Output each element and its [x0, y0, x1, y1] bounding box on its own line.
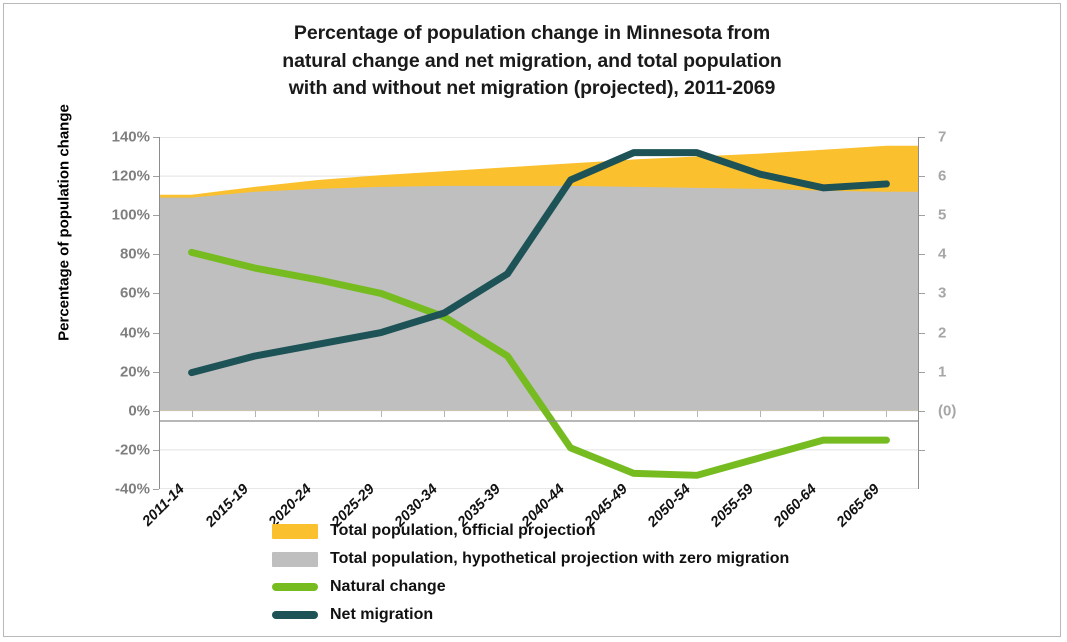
x-axis-tick-mark — [317, 410, 319, 417]
x-axis-tick-mark — [444, 410, 446, 417]
y-axis-tick-mark-right — [919, 137, 925, 138]
y-axis-tick-label-right: 7 — [938, 128, 947, 146]
y-axis-tick-mark-left — [153, 176, 159, 178]
y-axis-tick-label-right: 6 — [938, 167, 947, 185]
x-axis-tick-mark — [191, 410, 193, 417]
y-axis-tick-mark-right — [919, 449, 925, 451]
y-axis-right-spine — [918, 137, 919, 489]
chart-title-line-1: Percentage of population change in Minne… — [293, 22, 771, 44]
y-axis-tick-mark-right — [919, 176, 925, 178]
area-zero-migration — [160, 185, 918, 411]
y-axis-tick-label-right: 5 — [938, 206, 947, 224]
y-axis-tick-mark-left — [153, 449, 159, 451]
x-axis-tick-mark — [696, 410, 698, 417]
y-axis-tick-label-left: 60% — [119, 284, 150, 302]
y-axis-tick-mark-right — [919, 371, 925, 373]
legend-item-label: Total population, hypothetical projectio… — [330, 550, 790, 567]
legend-item-label: Total population, official projection — [330, 522, 596, 539]
legend-swatch-area — [272, 551, 318, 567]
y-axis-tick-mark-left — [153, 410, 159, 412]
y-axis-tick-label-left: -40% — [114, 480, 150, 498]
x-axis-tick-mark — [254, 410, 256, 417]
x-axis-tick-mark — [570, 410, 572, 417]
legend-item[interactable]: Total population, official projection — [272, 518, 912, 544]
legend-swatch-line — [272, 611, 318, 619]
y-axis-tick-label-right: (0) — [938, 402, 957, 420]
plot-area — [160, 137, 918, 489]
legend-swatch-line — [272, 583, 318, 591]
line-natural-change — [188, 248, 890, 479]
y-axis-tick-label-right: 3 — [938, 284, 947, 302]
chart-title: Percentage of population change in Minne… — [4, 20, 1060, 103]
legend-item[interactable]: Natural change — [272, 574, 912, 600]
legend-swatch-area — [272, 523, 318, 539]
y-axis-tick-label-left: 80% — [119, 245, 150, 263]
y-axis-tick-mark-right — [919, 215, 925, 217]
x-axis-tick-mark — [886, 410, 888, 417]
y-axis-tick-mark-left — [153, 215, 159, 217]
y-axis-tick-label-right: 2 — [938, 324, 947, 342]
y-axis-tick-label-left: 0% — [128, 402, 150, 420]
y-axis-tick-label-left: 100% — [111, 206, 150, 224]
legend-item[interactable]: Total population, hypothetical projectio… — [272, 546, 912, 572]
x-axis-tick-mark — [823, 410, 825, 417]
y-axis-tick-label-left: -20% — [114, 441, 150, 459]
chart-frame: Percentage of population change in Minne… — [3, 3, 1061, 637]
line-net-migration — [188, 149, 890, 377]
y-axis-tick-label-right: 1 — [938, 363, 947, 381]
y-axis-tick-mark-left — [153, 489, 159, 490]
chart-legend: Total population, official projection Tot… — [272, 518, 912, 630]
y-axis-tick-mark-left — [153, 371, 159, 373]
y-axis-tick-label-left: 40% — [119, 324, 150, 342]
y-axis-tick-label-right: 4 — [938, 245, 947, 263]
chart-title-line-3: with and without net migration (projecte… — [288, 77, 776, 100]
legend-item[interactable]: Net migration — [272, 602, 912, 628]
chart-title-line-2: natural change and net migration, and to… — [282, 49, 782, 72]
y-axis-tick-label-left: 20% — [119, 363, 150, 381]
y-axis-tick-mark-left — [153, 137, 159, 138]
y-axis-tick-mark-right — [919, 254, 925, 256]
y-axis-tick-mark-left — [153, 332, 159, 334]
x-axis-tick-mark — [760, 410, 762, 417]
x-axis-tick-mark — [381, 410, 383, 417]
y-axis-tick-label-left: 120% — [111, 167, 150, 185]
y-axis-left-spine — [159, 137, 160, 489]
y-axis-tick-mark-right — [919, 410, 925, 412]
y-axis-tick-mark-right — [919, 332, 925, 334]
legend-item-label: Net migration — [330, 606, 434, 623]
y-axis-title-left: Percentage of population change — [55, 104, 73, 341]
y-axis-tick-mark-left — [153, 293, 159, 295]
x-axis-tick-mark — [633, 410, 635, 417]
y-axis-tick-label-left: 140% — [111, 128, 150, 146]
y-axis-tick-mark-left — [153, 254, 159, 256]
y-axis-tick-mark-right — [919, 293, 925, 295]
x-axis-tick-mark — [507, 410, 509, 417]
legend-item-label: Natural change — [330, 578, 446, 595]
